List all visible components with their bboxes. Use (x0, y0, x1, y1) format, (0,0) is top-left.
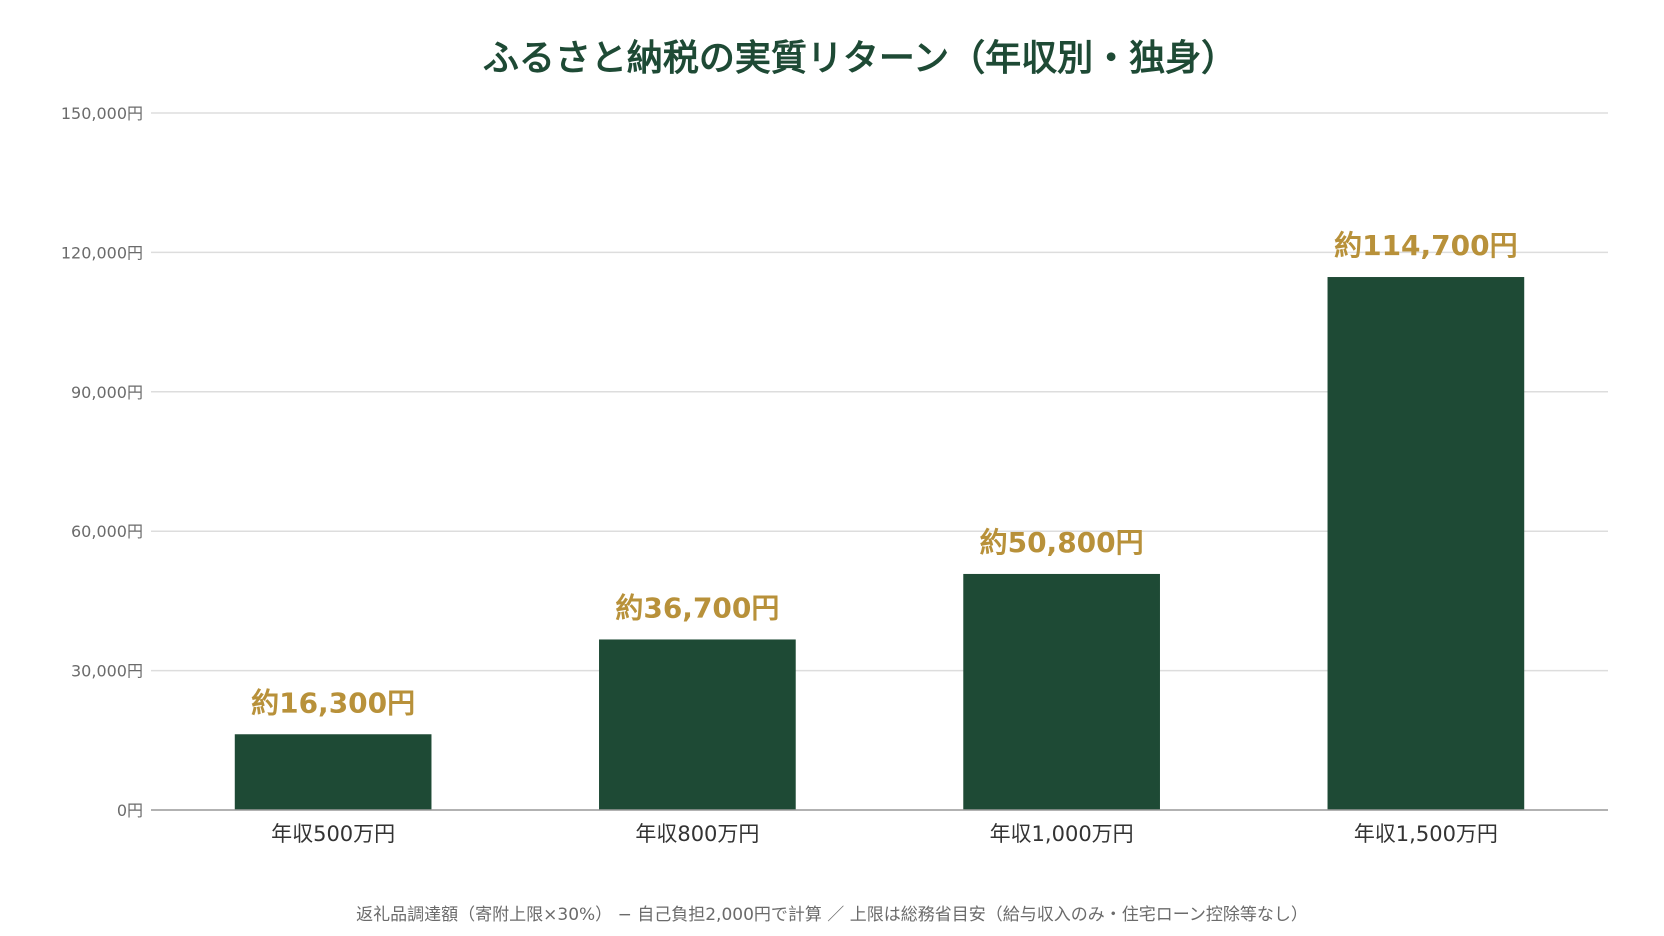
footnote: 返礼品調達額（寄附上限×30%） − 自己負担2,000円で計算 ／ 上限は総務… (356, 905, 1308, 925)
y-tick-label: 30,000円 (71, 662, 143, 681)
value-labels: 約16,300円 約36,700円 約50,800円 約114,700円 (251, 229, 1518, 719)
y-axis-ticks: 0円 30,000円 60,000円 90,000円 120,000円 150,000円 (61, 104, 143, 820)
x-category-label: 年収500万円 (271, 822, 395, 846)
chart-title: ふるさと納税の実質リターン（年収別・独身） (483, 38, 1237, 79)
y-tick-label: 120,000円 (61, 243, 143, 262)
bar-value-label: 約114,700円 (1334, 229, 1518, 262)
bars (234, 277, 1525, 810)
bar-value-label: 約16,300円 (251, 686, 415, 719)
bar (963, 573, 1160, 810)
bar (1327, 277, 1525, 810)
x-category-label: 年収1,500万円 (1354, 822, 1498, 846)
y-tick-label: 90,000円 (71, 383, 143, 402)
bar (234, 734, 432, 810)
x-axis-labels: 年収500万円 年収800万円 年収1,000万円 年収1,500万円 (271, 822, 1498, 846)
bar-value-label: 約36,700円 (615, 591, 779, 624)
bar-value-label: 約50,800円 (980, 526, 1144, 559)
x-category-label: 年収1,000万円 (990, 822, 1134, 846)
y-tick-label: 150,000円 (61, 104, 143, 123)
y-tick-label: 0円 (117, 801, 143, 820)
x-category-label: 年収800万円 (635, 822, 759, 846)
y-tick-label: 60,000円 (71, 522, 143, 541)
bar (599, 639, 796, 810)
